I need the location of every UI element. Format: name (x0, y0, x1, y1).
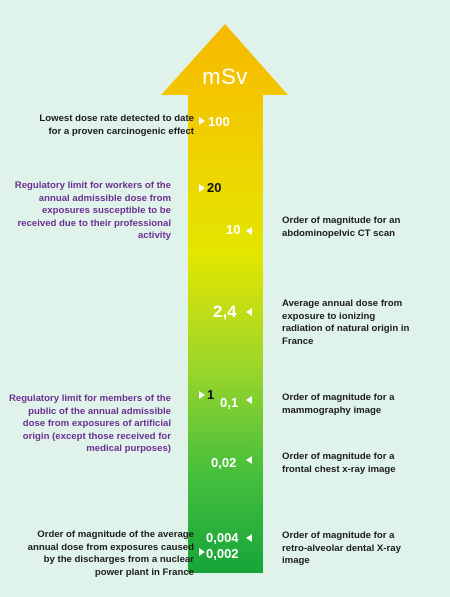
label-line: Average annual dose from (282, 298, 403, 309)
tick-left-20 (199, 184, 205, 192)
tick-left-0002 (199, 548, 205, 556)
label-dental-xray: Order of magnitude for a retro-alveolar … (282, 530, 401, 568)
label-line: Order of magnitude for a (282, 392, 395, 403)
label-line: exposure to ionizing (282, 310, 376, 322)
label-line: Order of magnitude of the average (37, 529, 194, 540)
label-line: frontal chest x-ray image (282, 463, 396, 475)
label-line: Order of magnitude for a (282, 451, 395, 462)
label-line: France (282, 335, 314, 347)
tick-right-0004 (246, 534, 252, 542)
label-mammography: Order of magnitude for a mammography ima… (282, 392, 394, 417)
label-natural-radiation: Average annual dose from exposure to ion… (282, 298, 409, 348)
marker-10: 10 (226, 222, 241, 237)
label-line: annual admissible dose from (38, 192, 171, 204)
marker-0-1: 0,1 (220, 395, 239, 410)
label-line: annual dose from exposures caused (27, 541, 194, 553)
label-line: Order of magnitude for an (282, 215, 401, 226)
label-line: image (282, 555, 310, 567)
label-chest-xray: Order of magnitude for a frontal chest x… (282, 451, 396, 476)
label-worker-limit: Regulatory limit for workers of the annu… (15, 180, 171, 243)
label-line: Lowest dose rate detected to date (39, 113, 194, 124)
label-line: by the discharges from a nuclear (43, 554, 194, 566)
scale-arrow (161, 24, 288, 573)
label-line: Order of magnitude for a (282, 530, 395, 541)
label-ct-scan: Order of magnitude for an abdominopelvic… (282, 215, 400, 240)
label-line: received due to their professional (17, 217, 171, 229)
marker-0-002: 0,002 (206, 546, 239, 561)
label-line: exposures susceptible to be (41, 205, 171, 217)
label-line: origin (except those received for (22, 430, 171, 442)
tick-right-002 (246, 456, 252, 464)
tick-right-24 (246, 308, 252, 316)
label-line: Regulatory limit for workers of the (14, 180, 171, 191)
label-line: medical purposes) (86, 443, 171, 455)
tick-right-10 (246, 227, 252, 235)
marker-2-4: 2,4 (213, 302, 237, 321)
marker-1: 1 (207, 387, 215, 402)
marker-20: 20 (207, 180, 222, 195)
marker-0-02: 0,02 (211, 455, 237, 470)
label-line: public of the annual admissible (28, 405, 171, 417)
marker-100: 100 (208, 114, 230, 129)
label-public-limit: Regulatory limit for members of the publ… (9, 393, 171, 456)
label-line: mammography image (282, 404, 382, 416)
label-line: Regulatory limit for members of the (8, 393, 171, 404)
label-nuclear-plant-dose: Order of magnitude of the average annual… (28, 529, 194, 579)
label-line: radiation of natural origin in (282, 323, 410, 335)
marker-0-004: 0,004 (206, 530, 239, 545)
unit-label: mSv (202, 64, 248, 89)
tick-right-01 (246, 396, 252, 404)
label-line: activity (137, 230, 171, 242)
label-line: for a proven carcinogenic effect (48, 125, 194, 137)
label-line: power plant in France (94, 566, 194, 578)
tick-left-1 (199, 391, 205, 399)
label-line: abdominopelvic CT scan (282, 227, 396, 239)
label-line: dose from exposures of artificial (22, 418, 171, 430)
label-lowest-carcinogenic-dose: Lowest dose rate detected to date for a … (39, 113, 194, 138)
tick-left-100 (199, 117, 205, 125)
label-line: retro-alveolar dental X-ray (282, 542, 401, 554)
